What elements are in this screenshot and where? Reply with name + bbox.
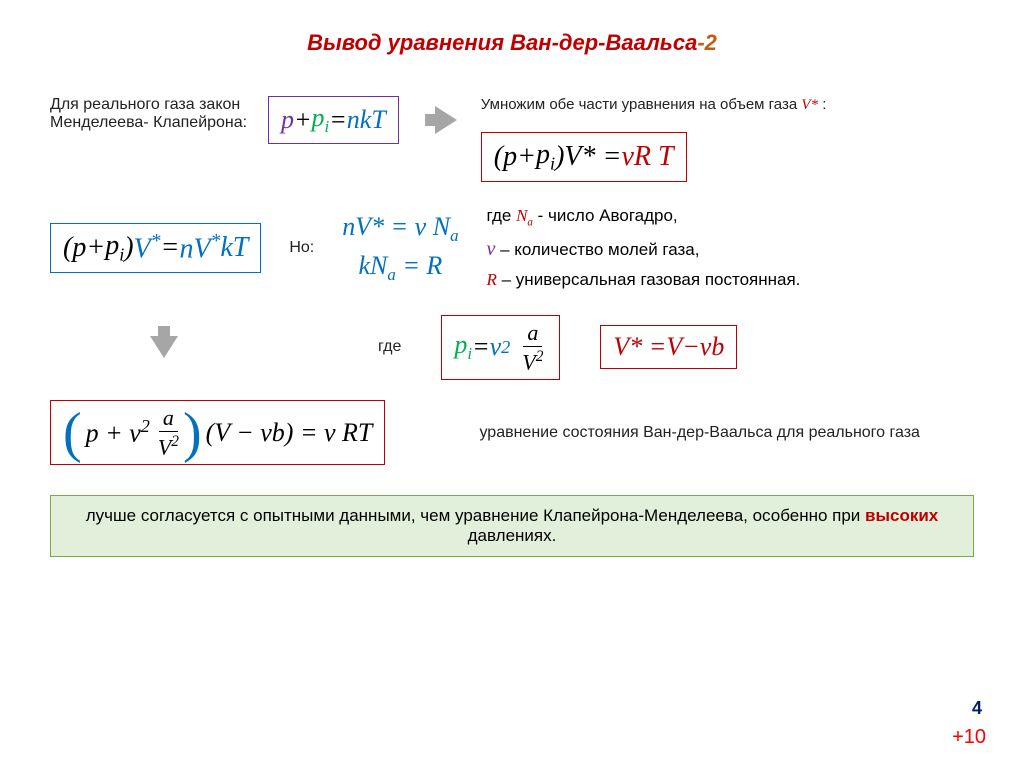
conclusion-box: лучше согласуется с опытными данными, че…	[50, 495, 974, 557]
equation-1: p + pi = nkT	[268, 96, 399, 144]
eq4-l1-sub: a	[450, 226, 458, 245]
row-2: (p + pi)V* = nV*kT Но: nV* = ν Na kNa = …	[50, 202, 974, 295]
def-prefix: где	[487, 206, 517, 225]
eq7-den-sup: 2	[171, 433, 179, 450]
def1-rest: - число Авогадро,	[533, 206, 678, 225]
label-right-prefix: Умножим обе части уравнения на объем газ…	[481, 96, 802, 113]
label-right-sym: V*	[801, 97, 818, 113]
equation-3: (p + pi)V* = nV*kT	[50, 223, 261, 273]
row-4: ( p + ν2 a V2 ) (V − νb) = ν RT уравнени…	[50, 400, 974, 465]
conclusion-post: давлениях.	[468, 526, 557, 545]
eq4-l2a: kN	[358, 251, 387, 280]
label-where: где	[378, 338, 401, 356]
slide-title: Вывод уравнения Ван-дер-Ваальса-2	[50, 30, 974, 56]
def2-rest: – количество молей газа,	[495, 240, 699, 259]
row-1: Для реального газа закон Менделеева- Кла…	[50, 96, 974, 182]
def3-rest: – универсальная газовая постоянная.	[497, 270, 801, 289]
eq5-num: a	[523, 322, 542, 347]
label-eq-desc: уравнение состояния Ван-дер-Ваальса для …	[425, 424, 974, 442]
equation-5: pi = ν2 a V2	[441, 315, 560, 380]
page-number: 4	[972, 698, 982, 719]
label-right-suffix: :	[818, 96, 826, 113]
def-R: R	[487, 270, 497, 289]
arrow-right-icon	[435, 106, 457, 134]
footer-plus: +10	[952, 726, 986, 749]
equation-7: ( p + ν2 a V2 ) (V − νb) = ν RT	[50, 400, 385, 465]
title-suffix: -2	[697, 30, 717, 55]
equation-6: V* = V − νb	[600, 325, 737, 369]
label-right: Умножим обе части уравнения на объем газ…	[481, 96, 974, 114]
eq7-right: (V − νb) = ν RT	[206, 418, 373, 448]
label-left: Для реального газа закон Менделеева- Кла…	[50, 96, 250, 132]
row-3: где pi = ν2 a V2 V* = V − νb	[50, 315, 974, 380]
conclusion-pre: лучше согласуется с опытными данными, че…	[86, 506, 865, 525]
eq7-num: a	[159, 407, 178, 432]
conclusion-highlight: высоких	[865, 506, 938, 525]
arrow-down-icon	[150, 336, 178, 358]
equation-4: nV* = ν Na kNa = R	[342, 209, 458, 287]
equation-2: (p + pi)V* = ν R T	[481, 132, 687, 182]
title-main: Вывод уравнения Ван-дер-Ваальса	[307, 30, 697, 55]
eq4-l1: nV* = ν N	[342, 212, 450, 241]
eq4-l2b: = R	[396, 251, 442, 280]
label-but: Но:	[289, 239, 314, 257]
eq5-den: V	[522, 349, 535, 374]
eq4-l2-sub: a	[387, 265, 395, 284]
def-Na: Na	[516, 206, 533, 225]
definitions: где Na - число Авогадро, ν – количество …	[487, 202, 801, 295]
eq5-den-sup: 2	[536, 348, 544, 365]
eq7-den: V	[158, 434, 171, 459]
